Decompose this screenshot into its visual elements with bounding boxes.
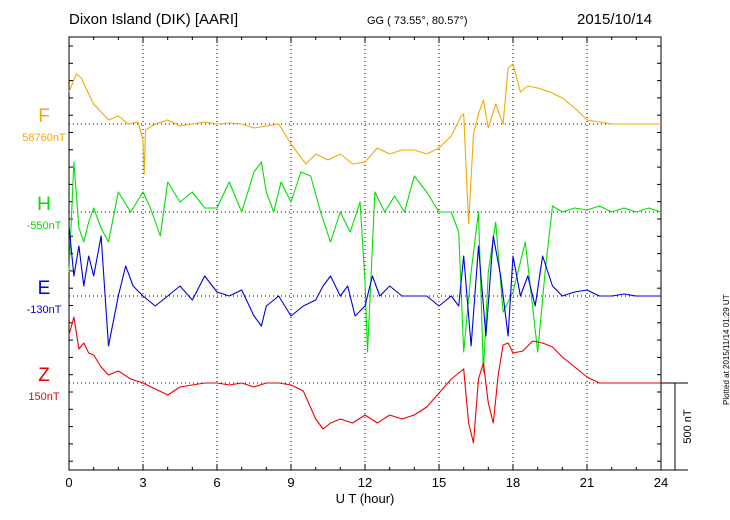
x-tick-label: 9 <box>287 475 294 490</box>
baseline-value-e: -130nT <box>27 304 62 316</box>
x-tick-label: 18 <box>506 475 520 490</box>
component-label-z: Z <box>38 365 50 386</box>
x-tick-label: 21 <box>580 475 594 490</box>
series-h-line <box>68 161 662 373</box>
component-label-f: F <box>38 106 50 127</box>
component-label-e: E <box>38 278 51 299</box>
x-tick-label: 6 <box>213 475 220 490</box>
x-tick-label: 15 <box>432 475 446 490</box>
component-label-h: H <box>37 194 51 215</box>
x-tick-label: 12 <box>358 475 372 490</box>
x-axis-label: U T (hour) <box>336 491 395 506</box>
x-tick-label: 0 <box>65 475 72 490</box>
series-z-line <box>68 316 661 444</box>
x-tick-label: 3 <box>139 475 146 490</box>
baseline-value-f: 58760nT <box>22 132 66 144</box>
chart-title: Dixon Island (DIK) [AARI] <box>69 11 239 28</box>
baseline-value-h: -550nT <box>27 220 62 232</box>
series-f-line <box>68 63 661 225</box>
series-e-line <box>68 225 661 347</box>
x-tick-label: 24 <box>654 475 668 490</box>
baseline-value-z: 150nT <box>28 391 59 403</box>
scale-bar-label: 500 nT <box>682 409 694 444</box>
station-coordinates: GG ( 73.55°, 80.57°) <box>367 15 468 27</box>
chart-date: 2015/10/14 <box>577 11 653 28</box>
